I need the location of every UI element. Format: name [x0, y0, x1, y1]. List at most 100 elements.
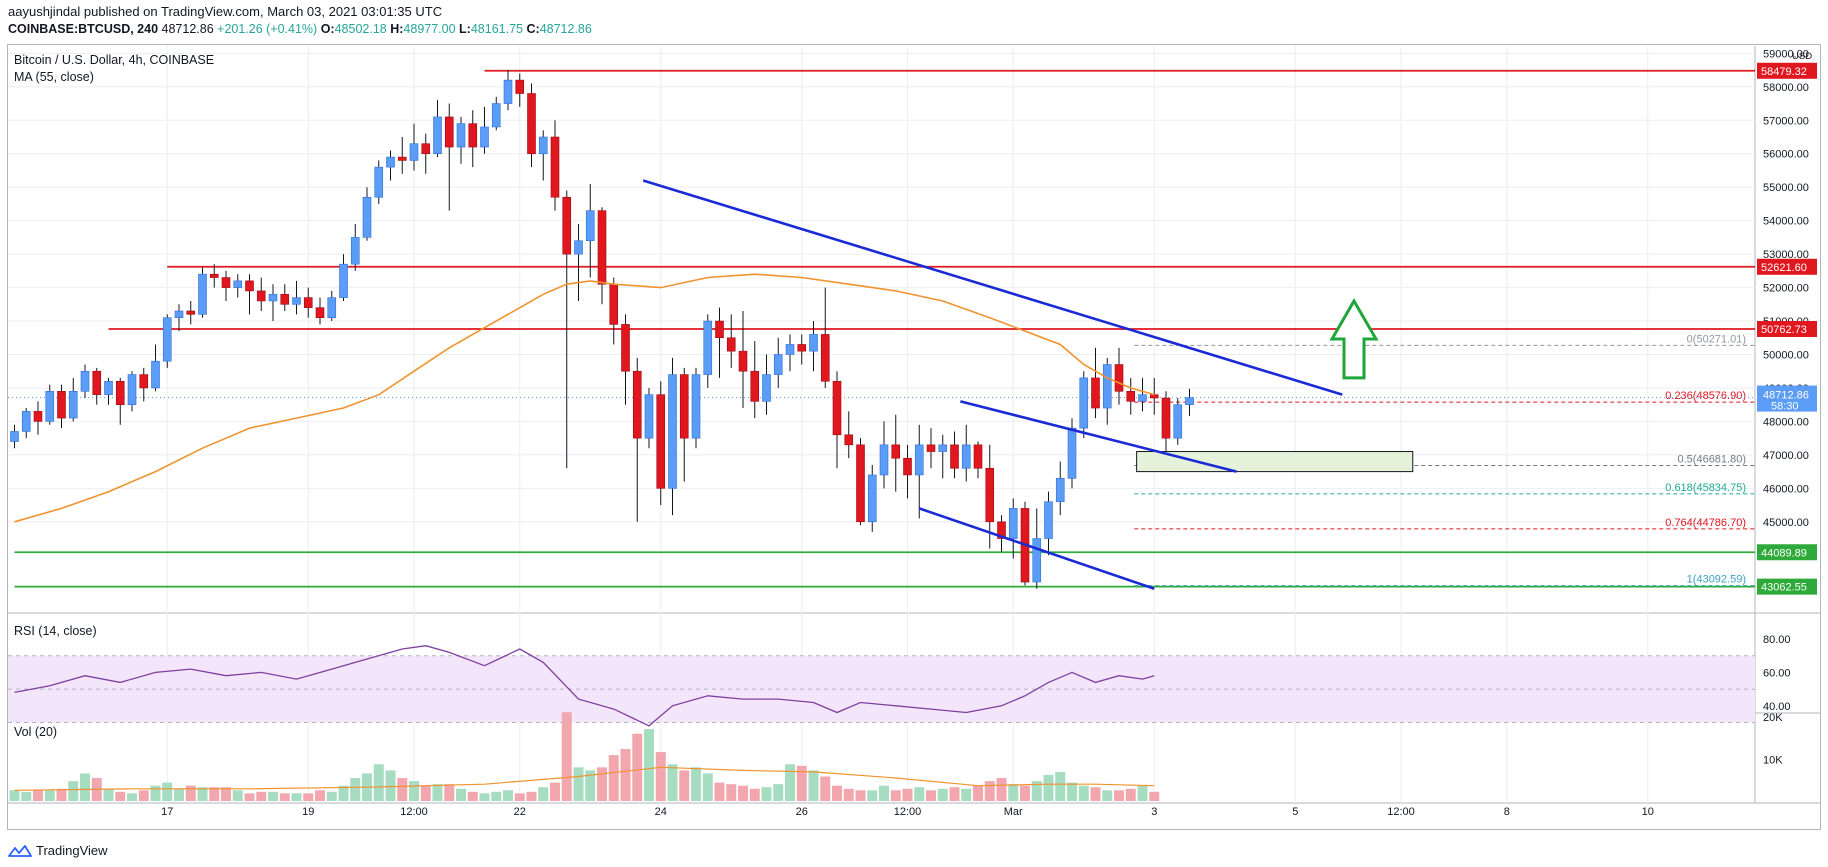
- volume-bar: [1055, 771, 1066, 801]
- candle-body: [1102, 364, 1112, 409]
- price-tick-label: 54000.00: [1763, 216, 1809, 228]
- candle-body: [327, 297, 337, 318]
- volume-bar: [221, 787, 231, 801]
- trendline: [960, 400, 1237, 473]
- current-price-value: 48712.86: [1763, 390, 1809, 402]
- candle-body: [679, 374, 689, 439]
- volume-bar: [691, 767, 701, 801]
- volume-bar: [597, 767, 607, 801]
- candle-body: [1114, 364, 1124, 392]
- volume-bar: [820, 776, 831, 801]
- candle-body: [597, 210, 607, 285]
- symbol: COINBASE:BTCUSD, 240: [8, 22, 159, 36]
- candle-body: [68, 391, 78, 419]
- volume-bar: [244, 793, 255, 801]
- candle-body: [339, 263, 348, 298]
- rsi-tick-label: 80.00: [1763, 634, 1791, 646]
- candle-body: [1032, 538, 1042, 583]
- candle-body: [1173, 404, 1183, 439]
- candle-body: [738, 350, 748, 372]
- candle-body: [362, 196, 372, 238]
- time-tick-label: 12:00: [400, 806, 428, 818]
- volume-bar: [1137, 785, 1148, 801]
- candle-body: [1185, 397, 1194, 405]
- level-price-tag-text: 43062.55: [1761, 582, 1807, 594]
- candle-body: [1138, 394, 1147, 402]
- candle-body: [233, 280, 243, 288]
- level-price-tag: [1757, 258, 1817, 275]
- volume-bar: [808, 770, 819, 801]
- volume-bar: [879, 785, 889, 801]
- volume-bar: [174, 788, 184, 801]
- volume-bar: [127, 793, 137, 801]
- ma-legend: MA (55, close): [14, 70, 94, 84]
- price-change: +201.26 (+0.41%): [217, 22, 318, 36]
- candle-body: [527, 93, 536, 155]
- candle-body: [844, 434, 854, 446]
- candle-body: [797, 344, 807, 352]
- rsi-tick-label: 60.00: [1763, 667, 1791, 679]
- volume-bar: [420, 785, 431, 801]
- candle-body: [879, 444, 889, 476]
- candle-body: [703, 320, 713, 375]
- volume-bar: [714, 782, 725, 801]
- time-tick-label: 5: [1292, 806, 1298, 818]
- volume-bar: [761, 787, 772, 801]
- price-tick-label: 58000.00: [1763, 82, 1809, 94]
- volume-bar: [785, 764, 795, 801]
- volume-bar: [984, 781, 995, 801]
- candle-body: [433, 116, 442, 155]
- volume-bar: [538, 787, 549, 801]
- level-price-tag: [1757, 578, 1817, 595]
- candle-body: [503, 79, 513, 104]
- time-tick-label: 10: [1642, 806, 1654, 818]
- low-value: 48161.75: [470, 22, 523, 36]
- volume-bar: [796, 765, 807, 801]
- volume-bar: [996, 778, 1007, 801]
- volume-bar: [185, 785, 196, 801]
- fib-level-label: 0.764(44786.70): [1665, 517, 1746, 529]
- candle-body: [245, 280, 254, 292]
- volume-bar: [1043, 774, 1054, 801]
- volume-bar: [232, 790, 243, 801]
- volume-bar: [655, 752, 666, 801]
- candle-body: [491, 103, 501, 128]
- candle-body: [1067, 427, 1077, 479]
- time-tick-label: 26: [796, 806, 808, 818]
- close-value: 48712.86: [539, 22, 592, 36]
- volume-bar: [890, 790, 901, 801]
- volume-bar: [338, 785, 349, 801]
- low-label: L:: [459, 22, 471, 36]
- footer-brand[interactable]: TradingView: [8, 843, 108, 858]
- volume-bar: [1031, 781, 1042, 801]
- volume-bar: [315, 790, 325, 801]
- candle-body: [550, 136, 560, 198]
- candle-body: [92, 370, 102, 395]
- time-tick-label: 17: [161, 806, 173, 818]
- level-price-tag: [1757, 62, 1817, 79]
- current-price-countdown: 58:30: [1771, 401, 1799, 413]
- volume-bar: [914, 787, 925, 801]
- candle-body: [386, 156, 395, 168]
- price-tick-label: 50000.00: [1763, 350, 1809, 362]
- volume-bar: [1149, 791, 1160, 801]
- candle-body: [315, 307, 325, 318]
- volume-bar: [491, 791, 502, 801]
- time-tick-label: Mar: [1004, 806, 1023, 818]
- candle-body: [1091, 377, 1100, 409]
- candle-body: [421, 143, 431, 155]
- price-tick-label: 57000.00: [1763, 115, 1809, 127]
- candle-body: [292, 297, 301, 305]
- publisher-line: aayushjindal published on TradingView.co…: [8, 4, 443, 19]
- volume-bar: [432, 784, 443, 801]
- level-price-tag-text: 52621.60: [1761, 262, 1807, 274]
- level-price-tag-text: 50762.73: [1761, 324, 1807, 336]
- open-value: 48502.18: [334, 22, 387, 36]
- volume-bar: [726, 784, 737, 801]
- candle-body: [621, 324, 630, 372]
- rsi-line: [14, 645, 1155, 727]
- time-tick-label: 22: [514, 806, 526, 818]
- candle-body: [1126, 391, 1136, 402]
- volume-bar: [209, 787, 220, 801]
